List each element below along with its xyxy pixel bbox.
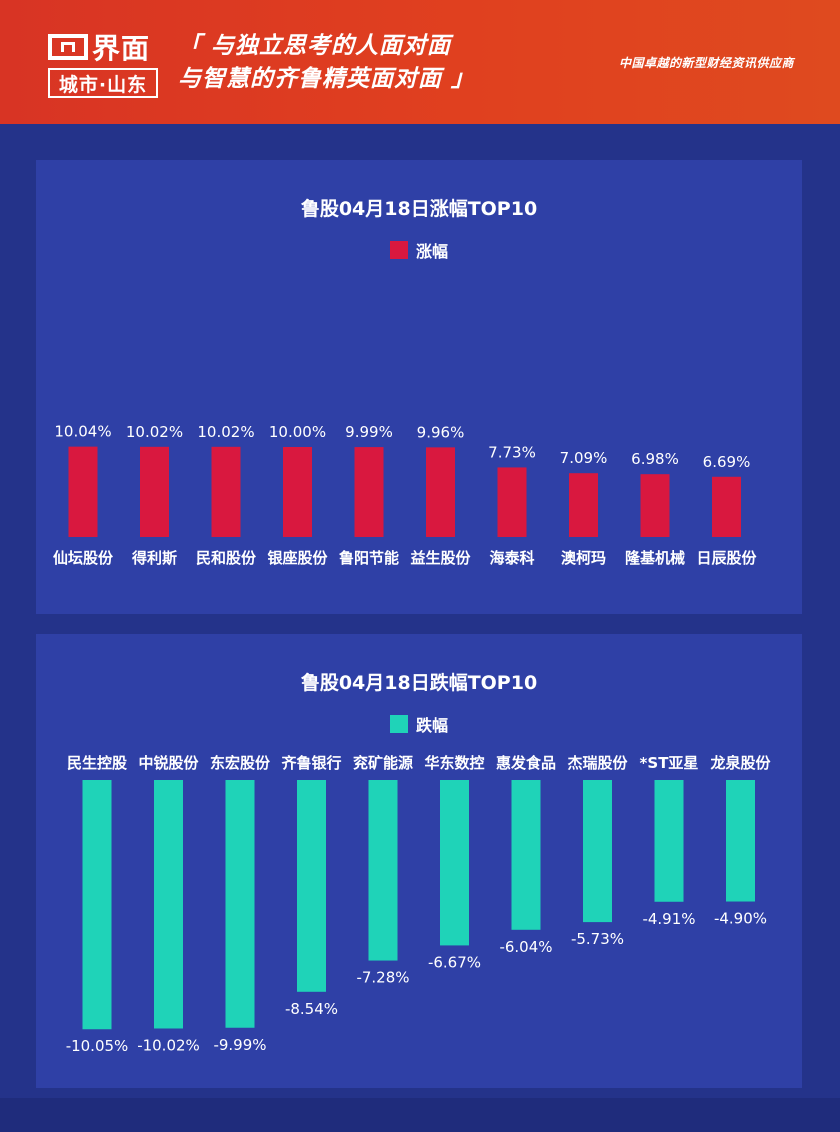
gainer-bar (497, 467, 527, 537)
loser-value-label: -10.05% (66, 1037, 129, 1055)
losers-legend: 跌幅 (36, 712, 802, 736)
gainer-category-label: 日辰股份 (696, 549, 757, 567)
gainers-chart-title: 鲁股04月18日涨幅TOP10 (300, 198, 538, 220)
loser-bar (583, 780, 612, 923)
gainer-bar (68, 446, 98, 537)
loser-bar (225, 780, 255, 1028)
gainer-category-label: 民和股份 (196, 549, 257, 567)
gainer-value-label: 10.04% (54, 423, 111, 441)
slogan-line-2: 与智慧的齐鲁精英面对面 」 (178, 66, 476, 92)
logo-mark-icon (48, 34, 88, 60)
gainer-bar (211, 446, 241, 537)
gainer-category-label: 海泰科 (489, 549, 534, 567)
gainers-panel: 鲁股04月18日涨幅TOP10 涨幅 10.04% 仙坛股份 10.02% 得利斯 10… (36, 160, 802, 614)
gainer-category-label: 益生股份 (410, 549, 471, 567)
gainer-bar (140, 446, 169, 537)
loser-bar (368, 780, 398, 961)
gainer-value-label: 10.02% (126, 423, 183, 441)
loser-value-label: -5.73% (571, 930, 624, 948)
gainer-value-label: 10.02% (197, 423, 254, 441)
loser-category-label: 龙泉股份 (709, 754, 771, 772)
gainer-value-label: 9.99% (345, 423, 393, 441)
loser-category-label: 齐鲁银行 (281, 754, 341, 772)
loser-bar (82, 780, 112, 1030)
loser-category-label: 民生控股 (67, 754, 128, 772)
loser-category-label: *ST亚星 (640, 754, 699, 772)
gainer-bar (640, 474, 670, 537)
loser-value-label: -10.02% (137, 1036, 200, 1054)
gainer-bar (283, 447, 312, 537)
loser-bar (297, 780, 326, 992)
loser-category-label: 中锐股份 (138, 754, 199, 772)
loser-bar (726, 780, 755, 902)
loser-category-label: 惠发食品 (496, 754, 556, 772)
footer-band (0, 1098, 840, 1132)
loser-bar (440, 780, 469, 946)
gainer-bar (354, 447, 384, 537)
gainer-category-label: 鲁阳节能 (339, 549, 399, 567)
losers-legend-swatch (389, 715, 408, 733)
gainer-value-label: 10.00% (269, 423, 326, 441)
loser-value-label: -9.99% (213, 1036, 266, 1054)
gainer-value-label: 9.96% (417, 423, 465, 441)
losers-legend-label: 跌幅 (415, 716, 448, 735)
loser-value-label: -4.91% (642, 910, 695, 928)
gainer-category-label: 银座股份 (267, 549, 328, 567)
gainer-category-label: 澳柯玛 (561, 549, 606, 567)
loser-category-label: 杰瑞股份 (567, 754, 628, 772)
loser-value-label: -7.28% (356, 969, 409, 987)
loser-value-label: -6.67% (428, 953, 481, 971)
loser-category-label: 东宏股份 (210, 754, 271, 772)
losers-chart-title: 鲁股04月18日跌幅TOP10 (300, 672, 538, 694)
slogan-line-1: 「 与独立思考的人面对面 (178, 33, 452, 59)
gainer-bar (712, 476, 741, 537)
gainers-bar-chart: 10.04% 仙坛股份 10.02% 得利斯 10.02% 民和股份 10.00% 银座股份 9… (53, 423, 758, 567)
gainers-legend: 涨幅 (36, 238, 802, 262)
loser-value-label: -8.54% (285, 1000, 338, 1018)
loser-bar (511, 780, 541, 930)
gainer-value-label: 6.98% (631, 450, 679, 468)
gainer-value-label: 7.73% (488, 443, 536, 461)
loser-value-label: -6.04% (499, 938, 552, 956)
gainers-legend-swatch (389, 241, 408, 259)
losers-bar-chart: -10.05% 民生控股 -10.02% 中锐股份 -9.99% 东宏股份 -8.54% 齐鲁… (66, 754, 772, 1055)
loser-category-label: 华东数控 (424, 754, 484, 772)
gainer-bar (426, 447, 455, 537)
header-banner: 界面 城市·山东 「 与独立思考的人面对面 与智慧的齐鲁精英面对面 」 中国卓越… (0, 0, 840, 124)
losers-panel: 鲁股04月18日跌幅TOP10 跌幅 -10.05% 民生控股 -10.02% 中锐股… (36, 634, 802, 1088)
slogan: 「 与独立思考的人面对面 与智慧的齐鲁精英面对面 」 (178, 30, 475, 96)
brand-logo: 界面 城市·山东 (48, 30, 158, 100)
logo-subtitle: 城市·山东 (48, 68, 158, 98)
gainer-value-label: 6.69% (703, 453, 751, 471)
gainer-bar (569, 473, 598, 537)
gainer-category-label: 得利斯 (131, 549, 177, 567)
loser-category-label: 兖矿能源 (353, 754, 413, 772)
loser-bar (154, 780, 183, 1029)
gainer-category-label: 隆基机械 (625, 549, 685, 567)
logo-name: 界面 (92, 32, 151, 65)
loser-bar (654, 780, 684, 902)
gainer-value-label: 7.09% (560, 449, 608, 467)
gainers-legend-label: 涨幅 (415, 242, 448, 261)
loser-value-label: -4.90% (714, 910, 767, 928)
gainer-category-label: 仙坛股份 (53, 549, 114, 567)
tagline: 中国卓越的新型财经资讯供应商 (618, 56, 794, 70)
